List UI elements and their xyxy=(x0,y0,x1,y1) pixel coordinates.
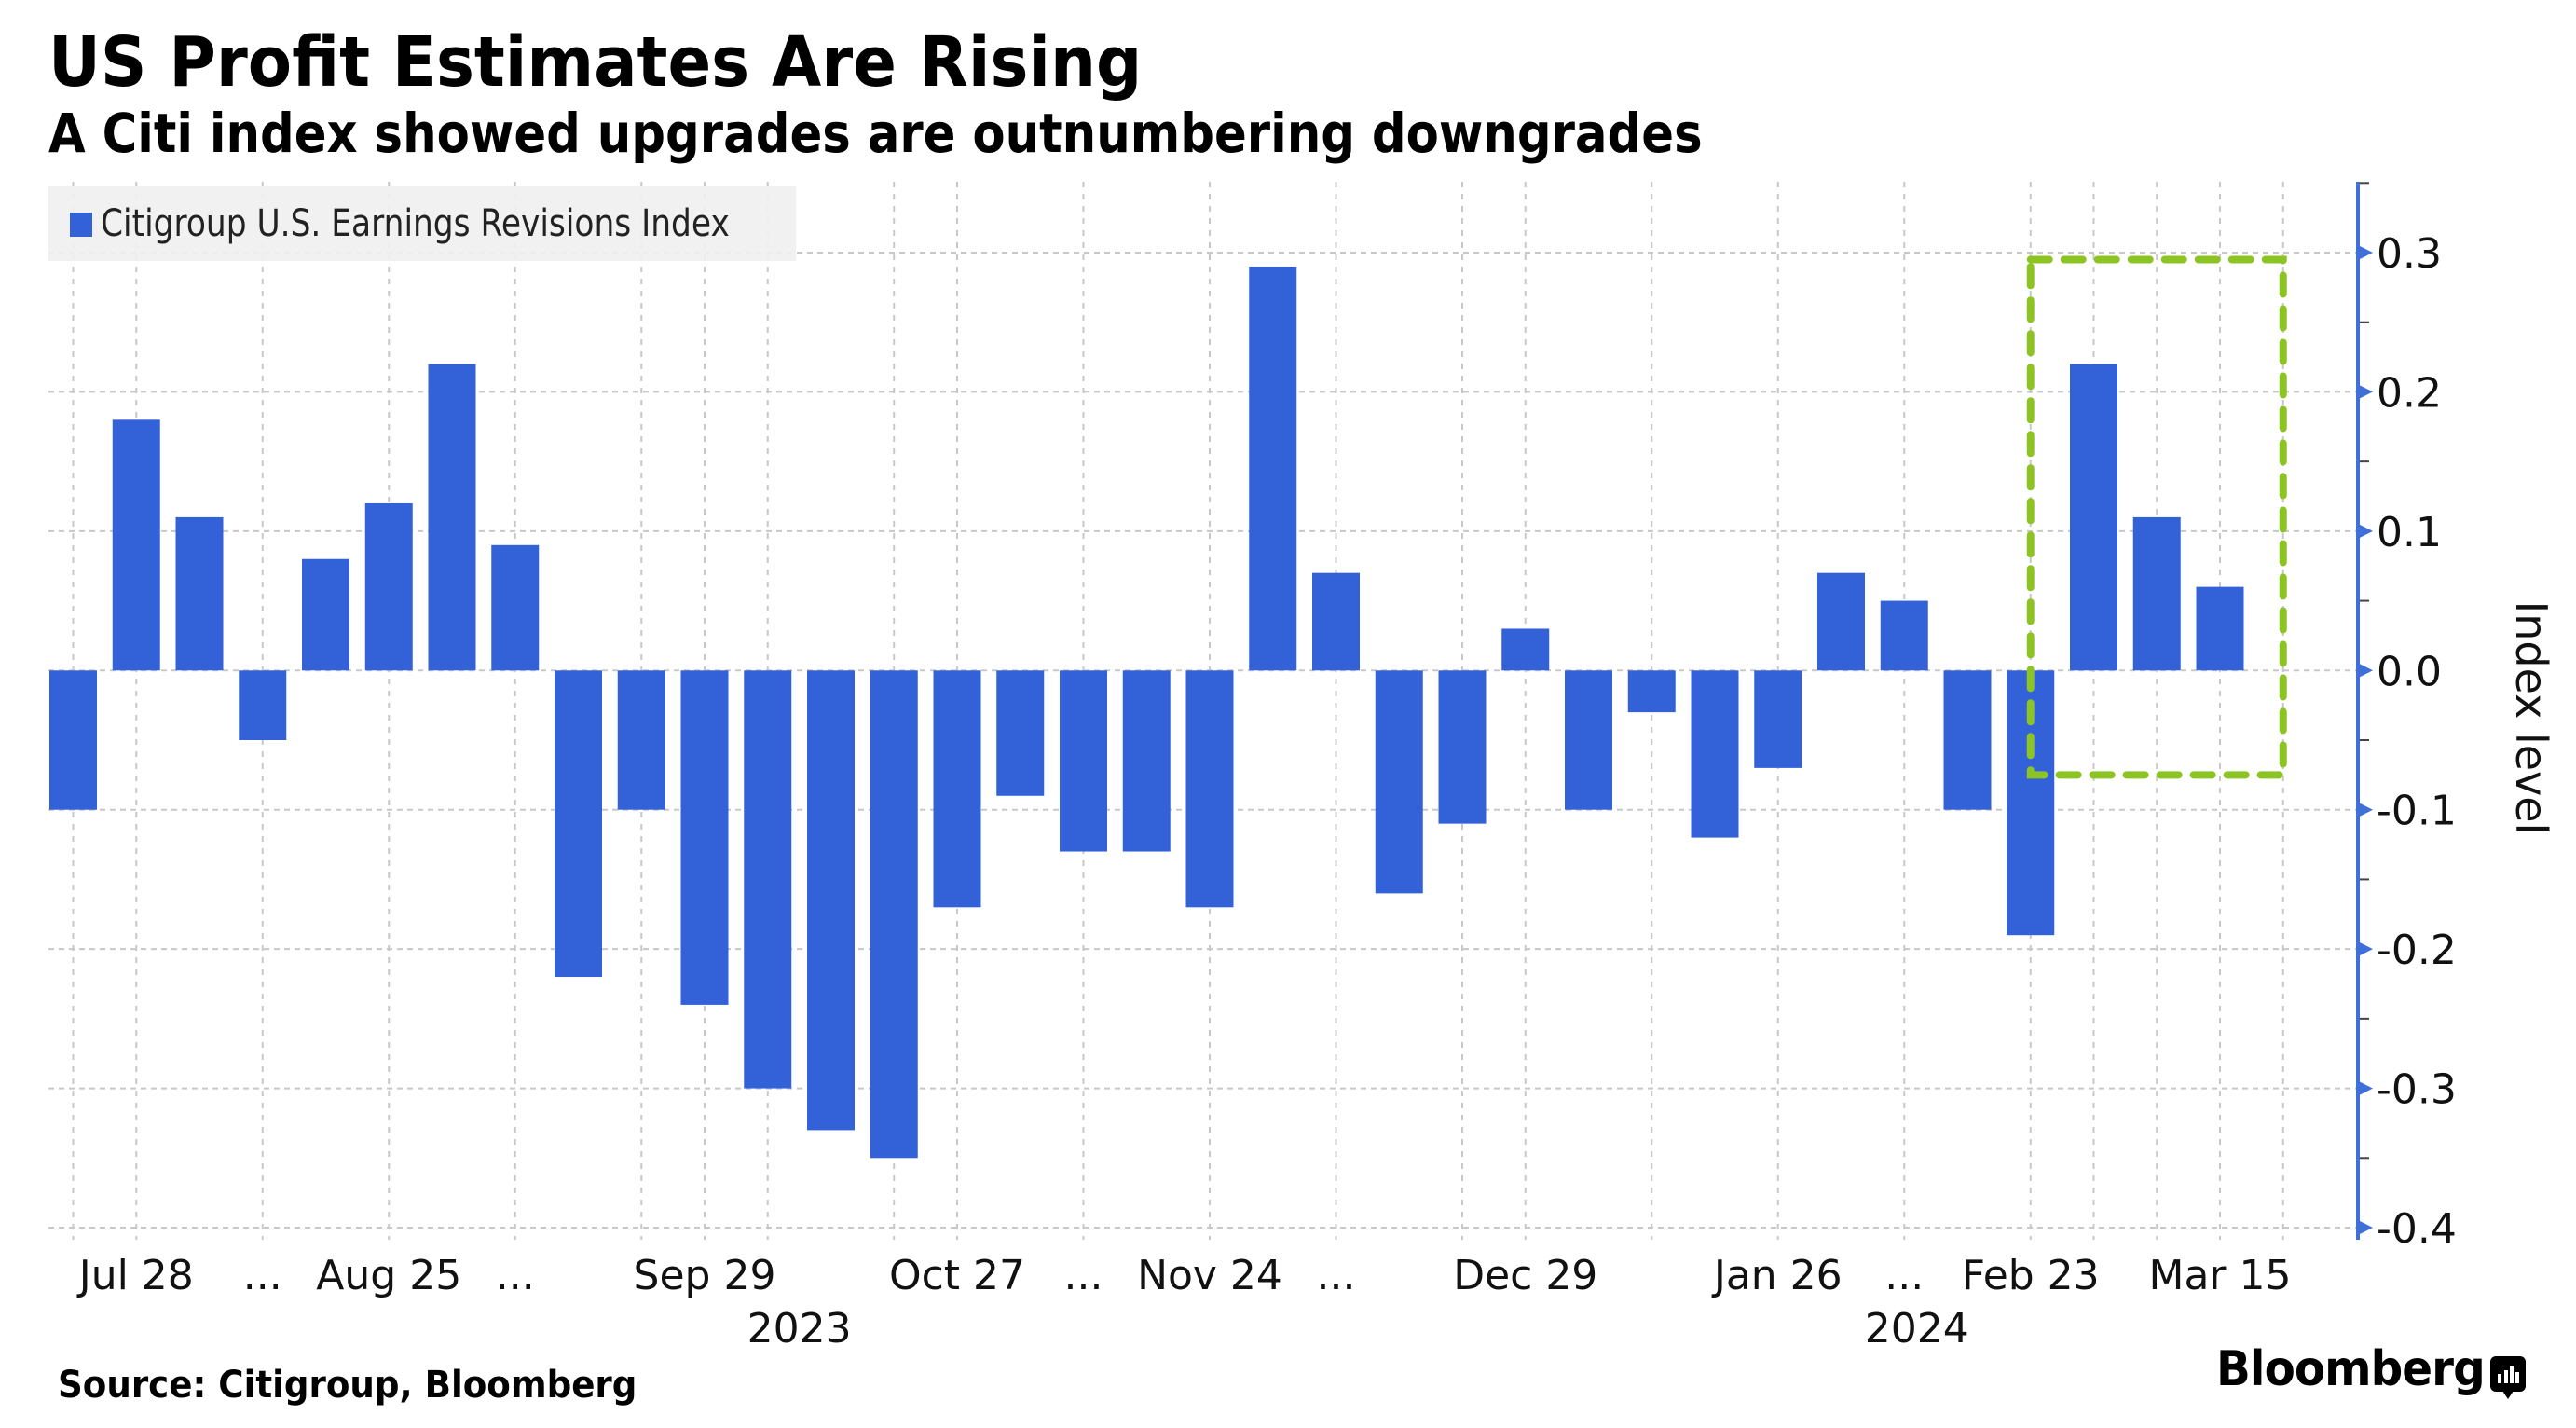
x-tick-label: Feb 23 xyxy=(1962,1252,2100,1299)
x-tick-label: ... xyxy=(496,1252,535,1299)
bars xyxy=(49,266,2244,1159)
chart-title: US Profit Estimates Are Rising xyxy=(48,22,1143,103)
y-tick-label: -0.1 xyxy=(2377,788,2457,835)
highlight-annotation xyxy=(2026,255,2287,779)
bar xyxy=(1375,670,1423,894)
x-tick-label: Oct 27 xyxy=(889,1252,1025,1299)
x-tick-label: ... xyxy=(1064,1252,1103,1299)
bar xyxy=(996,670,1045,796)
legend xyxy=(48,186,796,261)
bar xyxy=(2070,364,2117,671)
bar xyxy=(870,670,918,1159)
bar xyxy=(680,670,729,1005)
y-tick-marker xyxy=(2358,663,2373,679)
y-tick-marker xyxy=(2358,384,2373,400)
bar xyxy=(1122,670,1171,852)
bar xyxy=(1185,670,1234,908)
bar xyxy=(302,558,349,671)
bar xyxy=(1754,670,1802,768)
bar xyxy=(239,670,287,740)
bar xyxy=(49,670,97,810)
y-tick-label: -0.4 xyxy=(2377,1205,2457,1253)
bar xyxy=(364,502,413,671)
y-axis-label: Index level xyxy=(2506,601,2556,835)
x-tick-label: Sep 29 xyxy=(634,1252,776,1299)
bar xyxy=(807,670,855,1131)
bar xyxy=(2196,586,2244,671)
x-year-label: 2024 xyxy=(1865,1305,1969,1352)
x-tick-label: Dec 29 xyxy=(1453,1252,1597,1299)
y-tick-label: 0.3 xyxy=(2377,230,2442,278)
x-tick-label: Jul 28 xyxy=(76,1252,194,1299)
y-tick-label: 0.1 xyxy=(2377,509,2442,556)
y-tick-label: 0.0 xyxy=(2377,648,2442,695)
bar xyxy=(175,516,224,671)
bar xyxy=(1249,266,1297,671)
y-tick-label: -0.3 xyxy=(2377,1066,2457,1114)
y-tick-marker xyxy=(2358,1220,2373,1235)
bar xyxy=(1627,670,1676,713)
x-tick-label: Jan 26 xyxy=(1711,1252,1843,1299)
y-tick-label: 0.2 xyxy=(2377,369,2442,417)
x-tick-label: ... xyxy=(243,1252,282,1299)
bar xyxy=(491,544,540,671)
y-tick-marker xyxy=(2358,523,2373,539)
y-tick-label: -0.2 xyxy=(2377,927,2457,974)
bar xyxy=(1060,670,1107,852)
y-axis: 0.3 0.2 0.1 0.0 -0.1 -0.2 -0.3 -0.4 xyxy=(2356,182,2457,1253)
bar xyxy=(617,670,665,810)
x-year-label: 2023 xyxy=(747,1305,852,1352)
bar xyxy=(1880,600,1928,671)
bar xyxy=(1817,572,1865,671)
x-tick-label: ... xyxy=(1317,1252,1356,1299)
bar xyxy=(1691,670,1739,838)
y-tick-marker xyxy=(2358,802,2373,817)
legend-label: Citigroup U.S. Earnings Revisions Index xyxy=(101,202,730,245)
y-tick-marker xyxy=(2358,941,2373,957)
bar xyxy=(744,670,792,1089)
legend-swatch xyxy=(70,213,92,237)
x-tick-label: Aug 25 xyxy=(316,1252,461,1299)
bar xyxy=(112,419,160,671)
x-tick-label: ... xyxy=(1884,1252,1924,1299)
x-tick-label: Nov 24 xyxy=(1137,1252,1282,1299)
bar xyxy=(555,670,602,978)
bar xyxy=(428,364,476,671)
bar xyxy=(2132,516,2181,671)
bar xyxy=(1501,628,1550,671)
bar xyxy=(1943,670,1992,810)
bar xyxy=(933,670,981,908)
bar xyxy=(1438,670,1487,824)
source-note: Source: Citigroup, Bloomberg xyxy=(58,1364,637,1407)
y-tick-marker xyxy=(2358,1080,2373,1096)
bloomberg-logo: Bloomberg xyxy=(2216,1341,2486,1397)
bar xyxy=(1312,572,1360,671)
x-tick-label: Mar 15 xyxy=(2149,1252,2292,1299)
bloomberg-chart-icon xyxy=(2490,1356,2526,1399)
highlight-box xyxy=(2026,255,2287,779)
x-axis: Jul 28... Aug 25... Sep 29 Oct 27... Nov 24.… xyxy=(76,1252,2292,1352)
chart-subtitle: A Citi index showed upgrades are outnumb… xyxy=(48,102,1703,165)
y-tick-marker xyxy=(2358,245,2373,260)
bar xyxy=(1565,670,1612,810)
